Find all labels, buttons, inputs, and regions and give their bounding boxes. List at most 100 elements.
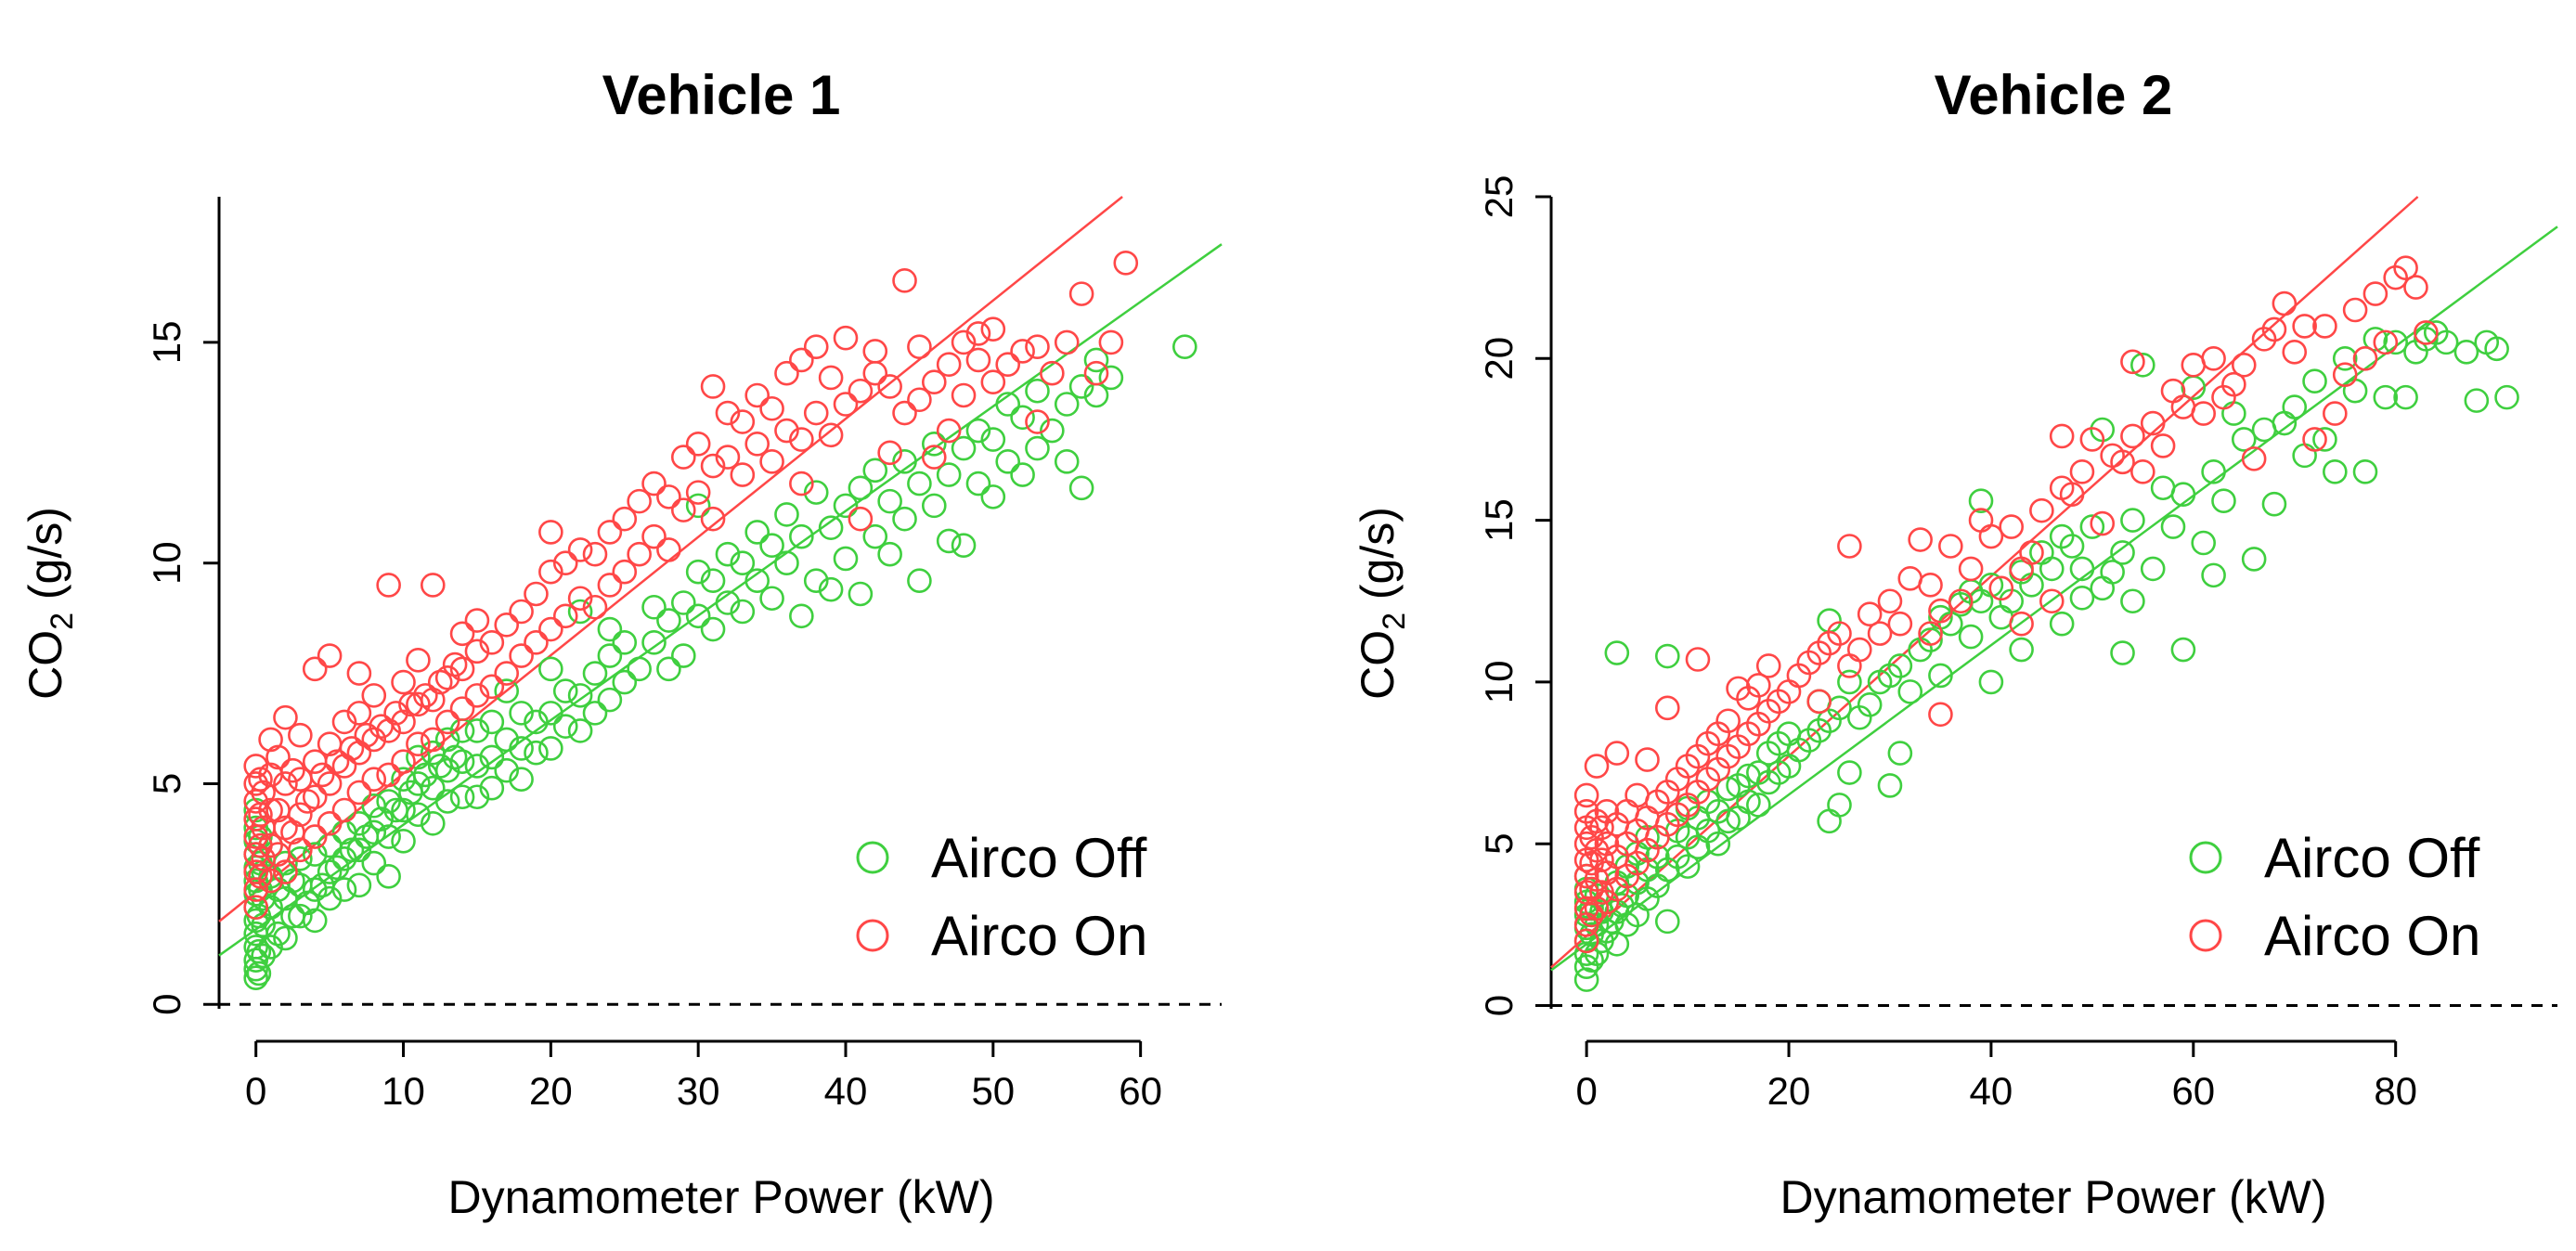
data-point [715,541,741,567]
data-point [921,493,947,519]
data-point [464,608,490,633]
data-point [509,767,534,793]
data-point [317,810,343,836]
data-point [803,334,829,359]
data-point [1054,329,1080,355]
data-point [1604,640,1630,665]
y-tick-label: 0 [1477,995,1521,1016]
data-point [2110,540,2135,565]
data-point [1837,653,1862,678]
data-point [1068,374,1094,399]
data-point [2049,423,2075,449]
data-point [1025,435,1050,461]
data-point [331,797,357,823]
data-point [1918,627,1943,652]
data-point [965,418,991,444]
data-point [280,757,305,783]
data-point [346,780,372,806]
data-point [641,594,667,620]
data-point [1083,347,1109,373]
data-point [1978,573,2004,598]
data-point [273,925,298,951]
x-axis-label: Dynamometer Power (kW) [448,1171,995,1223]
data-point [803,480,829,505]
data-point [936,418,962,444]
data-point [391,828,416,854]
data-point [331,754,357,779]
data-point [877,440,902,466]
data-point [302,656,328,682]
data-point [1635,747,1660,772]
data-point [2120,588,2145,614]
data-point [2464,388,2490,413]
data-point [1715,708,1741,734]
data-point [464,638,490,664]
data-point [302,784,328,810]
data-point [406,802,431,828]
data-point [1054,449,1080,474]
data-point [2120,349,2145,375]
data-point [243,771,269,796]
y-tick-label: 20 [1477,337,1521,380]
data-point [907,568,932,594]
legend-label-airco-on: Airco On [2264,905,2480,967]
data-point [494,757,520,783]
data-point [302,824,328,849]
data-point [2484,336,2509,362]
data-point [700,374,726,399]
data-point [1978,523,2004,549]
data-point [406,744,431,770]
data-point [656,656,681,682]
data-point [803,400,829,426]
data-point [2191,530,2216,556]
x-tick-label: 10 [382,1069,425,1113]
data-point [1025,378,1050,404]
data-point [331,846,357,871]
data-point [892,268,917,293]
data-point [818,515,844,540]
y-tick-label: 10 [1477,661,1521,704]
data-point [670,497,696,522]
data-point [2201,346,2226,371]
data-point [346,661,372,686]
data-point [848,581,874,607]
x-tick-label: 60 [1119,1069,1162,1113]
data-point [288,722,313,748]
data-point [2362,281,2388,306]
data-point [862,458,888,484]
data-point [700,616,726,642]
data-point [730,599,756,625]
data-point [361,727,387,753]
data-point [464,718,490,743]
data-point [2312,427,2337,452]
data-point [1705,831,1731,857]
data-point [1589,815,1614,841]
data-point [1877,588,1903,614]
data-point [1897,566,1923,591]
data-point [833,493,859,519]
data-point [995,449,1021,474]
data-point [1887,653,1913,678]
data-point [951,533,977,558]
data-point [685,480,711,505]
data-point [1908,527,1933,552]
data-point [251,912,276,937]
data-point [449,656,475,682]
data-point [907,387,932,413]
x-tick-label: 80 [2374,1069,2417,1113]
data-point [494,661,520,686]
data-point [1675,854,1701,879]
data-point [1999,514,2024,539]
chart-vehicle-2: Vehicle 2 0 20 40 60 80 0 5 10 15 20 25 Dynamomet… [1352,64,2558,1223]
data-point [597,573,623,598]
data-point [789,427,814,452]
data-point [449,696,475,721]
data-point [2191,401,2216,426]
data-point [538,736,563,761]
data-point [258,868,283,894]
data-point [2241,547,2267,572]
data-point [361,819,387,845]
data-point [1040,418,1065,444]
data-point [1604,741,1630,766]
